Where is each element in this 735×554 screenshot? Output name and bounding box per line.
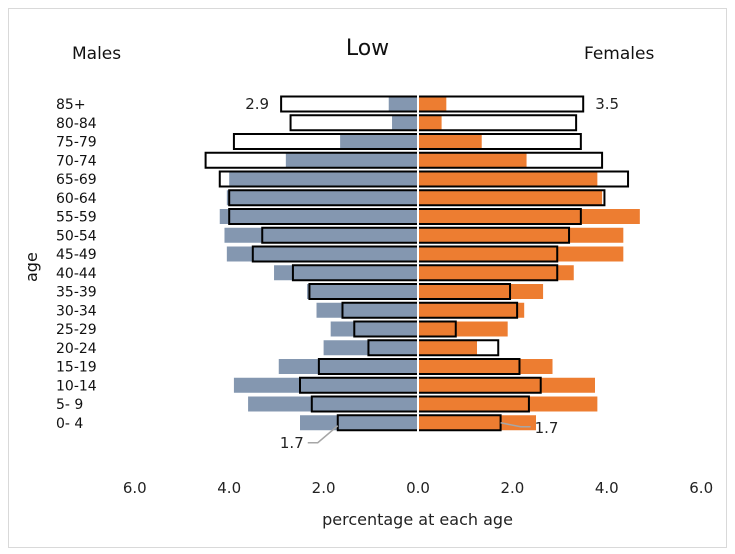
female-bar bbox=[418, 359, 553, 374]
male-bar bbox=[388, 96, 418, 112]
data-label: 1.7 bbox=[535, 419, 559, 437]
females-label: Females bbox=[584, 44, 655, 64]
female-bar bbox=[418, 340, 477, 356]
age-group-label: 65-69 bbox=[56, 172, 97, 188]
female-bar bbox=[418, 96, 447, 112]
x-tick-label: 6.0 bbox=[123, 479, 147, 497]
x-axis-label: percentage at each age bbox=[322, 510, 513, 529]
female-outline-bar bbox=[417, 114, 578, 132]
male-bar bbox=[248, 396, 418, 412]
x-tick-label: 2.0 bbox=[500, 479, 524, 497]
male-bar bbox=[219, 209, 418, 224]
age-group-label: 15-19 bbox=[56, 360, 97, 376]
male-bar bbox=[233, 377, 418, 393]
x-tick-label: 4.0 bbox=[217, 479, 241, 497]
male-bar bbox=[307, 284, 418, 299]
female-bar bbox=[418, 152, 527, 168]
age-group-label: 25-29 bbox=[56, 322, 97, 338]
age-group-label: 10-14 bbox=[56, 378, 97, 394]
age-group-label: 30-34 bbox=[56, 303, 97, 319]
female-bar bbox=[418, 190, 603, 206]
female-bar bbox=[418, 134, 482, 149]
male-bar bbox=[226, 190, 418, 206]
x-tick-label: 0.0 bbox=[406, 479, 430, 497]
x-tick-label: 2.0 bbox=[312, 479, 336, 497]
female-bar bbox=[418, 209, 640, 224]
data-label: 1.7 bbox=[280, 434, 304, 452]
female-bar bbox=[418, 265, 574, 281]
leader-line bbox=[307, 425, 339, 444]
female-bar bbox=[418, 377, 595, 393]
female-bar bbox=[418, 302, 525, 318]
male-bar bbox=[340, 134, 418, 149]
age-group-label: 35-39 bbox=[56, 285, 97, 301]
female-bar bbox=[418, 415, 536, 431]
male-bar bbox=[226, 246, 418, 262]
male-bar bbox=[392, 115, 418, 131]
male-bar bbox=[285, 152, 418, 168]
female-bar bbox=[418, 246, 624, 262]
female-bar bbox=[418, 115, 442, 131]
age-group-label: 70-74 bbox=[56, 153, 97, 169]
male-bar bbox=[274, 265, 418, 281]
female-bar bbox=[418, 396, 598, 412]
age-group-label: 20-24 bbox=[56, 341, 97, 357]
male-bar bbox=[224, 227, 418, 243]
male-bar bbox=[278, 359, 418, 374]
chart-title: Low bbox=[345, 36, 390, 61]
x-tick-label: 6.0 bbox=[689, 479, 713, 497]
male-bar bbox=[330, 321, 418, 337]
male-bar bbox=[316, 302, 418, 318]
male-bar bbox=[300, 415, 418, 431]
age-group-label: 75-79 bbox=[56, 135, 97, 151]
age-group-label: 40-44 bbox=[56, 266, 97, 282]
age-group-label: 0- 4 bbox=[56, 416, 83, 432]
x-tick-label: 4.0 bbox=[595, 479, 619, 497]
data-label: 3.5 bbox=[595, 95, 619, 113]
chart-frame bbox=[8, 8, 727, 548]
age-group-label: 50-54 bbox=[56, 228, 97, 244]
males-label: Males bbox=[72, 44, 122, 64]
female-bar bbox=[418, 171, 598, 187]
female-bar bbox=[418, 321, 508, 337]
age-group-label: 60-64 bbox=[56, 191, 97, 207]
male-bar bbox=[323, 340, 418, 356]
age-group-label: 45-49 bbox=[56, 247, 97, 263]
age-group-label: 85+ bbox=[56, 97, 86, 113]
female-bar bbox=[418, 227, 624, 243]
age-group-label: 55-59 bbox=[56, 210, 97, 226]
age-group-label: 80-84 bbox=[56, 116, 97, 132]
age-group-label: 5- 9 bbox=[56, 397, 83, 413]
female-bar bbox=[418, 284, 544, 299]
leader-line bbox=[500, 422, 531, 428]
data-label: 2.9 bbox=[245, 95, 269, 113]
male-bar bbox=[229, 171, 418, 187]
